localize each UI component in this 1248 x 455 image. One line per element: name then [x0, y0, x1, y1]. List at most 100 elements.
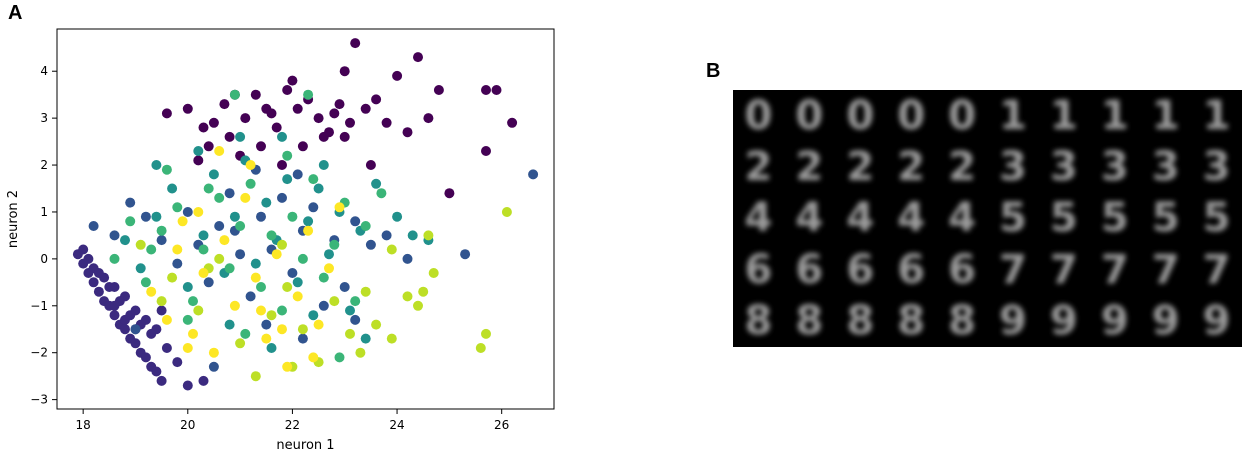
- scatter-point: [214, 146, 225, 156]
- scatter-point: [156, 235, 167, 246]
- scatter-point: [198, 122, 209, 133]
- scatter-point: [381, 230, 392, 241]
- scatter-point: [125, 216, 136, 227]
- digit-cell: 6: [795, 246, 824, 293]
- digit-cell: 9: [1100, 298, 1129, 345]
- digit-cell: 5: [1100, 195, 1129, 242]
- scatter-point: [125, 197, 136, 208]
- digit-cell: 1: [1049, 92, 1078, 139]
- scatter-point: [297, 324, 308, 335]
- digit-cell: 6: [744, 246, 773, 293]
- digit-cell: 1: [1100, 92, 1129, 139]
- scatter-point: [193, 305, 204, 316]
- scatter-point: [88, 221, 99, 231]
- scatter-point: [392, 211, 403, 222]
- scatter-point: [402, 253, 413, 264]
- scatter-point: [360, 333, 371, 344]
- digit-cell: 2: [846, 144, 875, 191]
- scatter-point: [182, 314, 193, 325]
- scatter-point: [235, 338, 246, 349]
- digit-cell: 7: [1100, 246, 1129, 293]
- scatter-point: [313, 113, 324, 124]
- digit-cell: 2: [795, 144, 824, 191]
- scatter-point: [203, 183, 214, 194]
- scatter-point: [120, 235, 130, 246]
- scatter-point: [250, 371, 261, 382]
- scatter-point: [235, 249, 246, 260]
- scatter-point: [167, 272, 178, 283]
- scatter-point: [256, 282, 266, 292]
- y-tick-label: 3: [40, 111, 48, 125]
- digit-cell: 3: [1100, 144, 1129, 191]
- scatter-point: [308, 310, 319, 321]
- scatter-point: [198, 268, 209, 278]
- scatter-point: [135, 239, 146, 250]
- scatter-point: [151, 211, 162, 222]
- x-axis: 18 20 22 24 26: [76, 409, 509, 432]
- scatter-point: [208, 361, 219, 372]
- scatter-point: [303, 216, 314, 227]
- scatter-point: [313, 183, 324, 194]
- digit-cell: 7: [999, 246, 1027, 293]
- scatter-point: [507, 117, 518, 128]
- scatter-point: [376, 188, 387, 199]
- scatter-point: [140, 211, 151, 222]
- scatter-point: [423, 230, 434, 241]
- scatter-point: [360, 221, 371, 231]
- digit-cell: 7: [1151, 246, 1180, 293]
- digit-cell: 1: [1151, 92, 1180, 139]
- scatter-point: [198, 375, 209, 386]
- y-tick-label: −1: [30, 299, 48, 313]
- scatter-point: [292, 103, 303, 114]
- scatter-point: [182, 207, 193, 217]
- scatter-point: [193, 146, 204, 156]
- digit-cell: 5: [1202, 195, 1231, 242]
- scatter-point: [182, 380, 193, 391]
- scatter-point: [266, 343, 277, 353]
- scatter-point: [329, 296, 340, 307]
- scatter-point: [193, 155, 204, 166]
- scatter-marks: [72, 38, 539, 391]
- digit-cell: 9: [1202, 298, 1231, 345]
- scatter-point: [188, 296, 198, 307]
- scatter-point: [130, 324, 141, 335]
- scatter-point: [287, 75, 298, 86]
- scatter-point: [135, 263, 146, 274]
- scatter-point: [433, 85, 444, 95]
- scatter-point: [334, 202, 345, 213]
- digit-cell: 6: [846, 246, 875, 293]
- digit-cell: 1: [1202, 92, 1231, 139]
- scatter-point: [198, 244, 209, 255]
- digit-cell: 4: [948, 195, 976, 242]
- scatter-point: [313, 319, 324, 330]
- digit-cell: 0: [744, 92, 773, 139]
- scatter-point: [381, 117, 392, 128]
- scatter-point: [109, 230, 120, 241]
- scatter-point: [120, 324, 130, 335]
- y-axis-label: neuron 2: [6, 190, 21, 248]
- scatter-point: [345, 328, 355, 339]
- scatter-point: [256, 305, 266, 316]
- scatter-point: [292, 277, 303, 288]
- scatter-point: [292, 291, 303, 302]
- scatter-point: [198, 230, 209, 241]
- scatter-point: [318, 300, 329, 311]
- scatter-point: [120, 314, 130, 325]
- scatter-point: [371, 178, 382, 189]
- scatter-point: [339, 131, 350, 142]
- scatter-point: [287, 268, 298, 278]
- scatter-point: [481, 328, 491, 339]
- scatter-point: [146, 244, 157, 255]
- scatter-point: [151, 160, 162, 170]
- digit-cell: 4: [846, 195, 875, 242]
- scatter-point: [240, 328, 251, 339]
- scatter-point: [345, 117, 355, 128]
- scatter-point: [365, 160, 376, 170]
- scatter-point: [250, 258, 261, 269]
- digit-cell: 0: [846, 92, 875, 139]
- scatter-point: [224, 188, 235, 199]
- scatter-point: [350, 216, 361, 227]
- scatter-point: [277, 160, 287, 170]
- digit-cell: 3: [1049, 144, 1078, 191]
